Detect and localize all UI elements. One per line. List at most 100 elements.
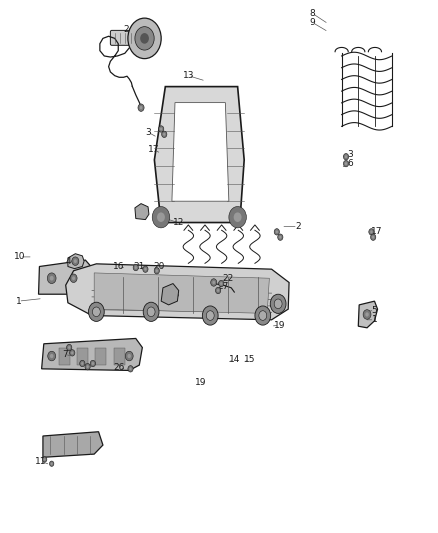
Circle shape: [72, 276, 75, 280]
Text: 15: 15: [244, 356, 255, 364]
Circle shape: [255, 306, 271, 325]
Bar: [59, 348, 70, 365]
Text: 7: 7: [62, 350, 68, 359]
Text: 16: 16: [113, 262, 124, 271]
Circle shape: [49, 461, 54, 466]
Circle shape: [51, 463, 53, 465]
Circle shape: [133, 264, 138, 271]
Circle shape: [125, 351, 133, 361]
Circle shape: [343, 154, 349, 160]
Circle shape: [49, 276, 53, 280]
Text: 19: 19: [274, 321, 285, 329]
Circle shape: [270, 294, 286, 313]
Polygon shape: [154, 87, 244, 223]
Circle shape: [140, 33, 149, 44]
Polygon shape: [172, 103, 229, 201]
Text: 28: 28: [169, 290, 180, 298]
Circle shape: [345, 162, 347, 165]
Circle shape: [211, 279, 217, 286]
Circle shape: [162, 131, 167, 138]
Text: 14: 14: [229, 356, 240, 364]
Circle shape: [47, 273, 56, 284]
Circle shape: [70, 274, 77, 282]
Bar: [95, 348, 106, 365]
Text: 19: 19: [195, 378, 206, 387]
Circle shape: [68, 346, 71, 349]
Circle shape: [92, 362, 94, 365]
Circle shape: [70, 350, 75, 356]
Circle shape: [163, 133, 166, 136]
Circle shape: [71, 351, 74, 354]
Circle shape: [345, 155, 347, 158]
Circle shape: [279, 236, 282, 239]
Text: 20: 20: [153, 262, 164, 271]
Text: 3: 3: [145, 128, 151, 136]
Circle shape: [154, 268, 159, 274]
Text: 5: 5: [371, 306, 378, 314]
Circle shape: [371, 234, 376, 240]
Circle shape: [72, 257, 79, 265]
Circle shape: [343, 160, 349, 167]
Text: 10: 10: [14, 253, 25, 261]
Circle shape: [370, 230, 373, 233]
Circle shape: [369, 229, 374, 235]
Circle shape: [206, 311, 214, 320]
Circle shape: [48, 351, 56, 361]
Text: 9: 9: [309, 18, 315, 27]
Text: 24: 24: [124, 26, 135, 34]
Circle shape: [92, 307, 100, 317]
Text: 11: 11: [35, 457, 46, 465]
Circle shape: [274, 299, 282, 309]
Circle shape: [274, 229, 279, 235]
Circle shape: [220, 282, 223, 285]
Circle shape: [128, 18, 161, 59]
Circle shape: [86, 365, 89, 368]
Circle shape: [229, 206, 246, 228]
Polygon shape: [358, 301, 378, 328]
Polygon shape: [43, 432, 103, 457]
Circle shape: [372, 236, 374, 239]
Circle shape: [259, 311, 267, 320]
Circle shape: [127, 354, 131, 358]
Circle shape: [202, 306, 218, 325]
Circle shape: [219, 280, 224, 287]
Circle shape: [129, 367, 132, 370]
Circle shape: [276, 230, 278, 233]
Circle shape: [160, 127, 162, 131]
Text: 17: 17: [148, 145, 159, 154]
Text: 8: 8: [309, 9, 315, 18]
Polygon shape: [161, 284, 179, 305]
Text: 6: 6: [347, 159, 353, 167]
Circle shape: [143, 302, 159, 321]
Circle shape: [233, 212, 242, 222]
Text: 13: 13: [183, 71, 194, 80]
Circle shape: [138, 104, 144, 111]
Text: 17: 17: [371, 228, 382, 236]
Circle shape: [50, 354, 53, 358]
Circle shape: [128, 366, 133, 372]
Circle shape: [44, 458, 46, 461]
Circle shape: [155, 269, 158, 272]
Polygon shape: [66, 264, 289, 320]
Circle shape: [140, 106, 142, 109]
Circle shape: [365, 312, 369, 317]
Circle shape: [147, 307, 155, 317]
Circle shape: [278, 234, 283, 240]
Text: 1: 1: [371, 316, 378, 324]
Circle shape: [134, 266, 137, 269]
FancyBboxPatch shape: [110, 30, 143, 45]
Text: 26: 26: [113, 364, 125, 372]
Circle shape: [143, 266, 148, 272]
Polygon shape: [68, 254, 84, 269]
Circle shape: [74, 259, 77, 263]
Circle shape: [85, 364, 90, 370]
Text: 4: 4: [65, 257, 71, 265]
Circle shape: [212, 281, 215, 284]
Text: 12: 12: [173, 219, 184, 227]
Circle shape: [159, 126, 164, 132]
Polygon shape: [135, 204, 149, 220]
Polygon shape: [42, 338, 142, 370]
Polygon shape: [94, 273, 269, 313]
Circle shape: [157, 212, 165, 222]
Circle shape: [217, 289, 219, 292]
